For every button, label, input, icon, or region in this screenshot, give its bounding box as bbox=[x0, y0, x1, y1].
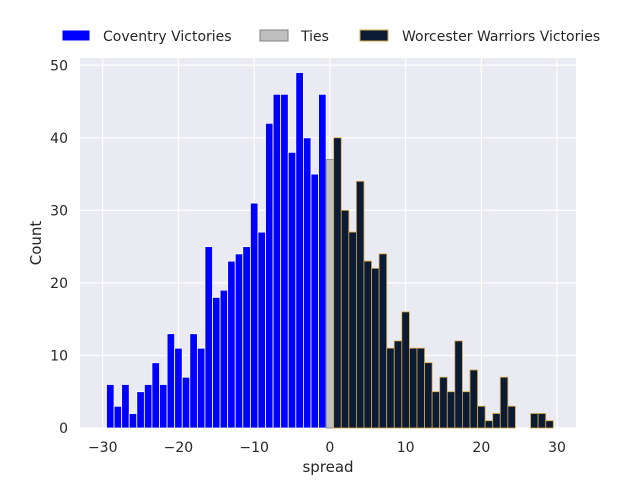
bar-worcester bbox=[416, 347, 425, 429]
legend-swatch-coventry bbox=[61, 29, 91, 42]
y-tick-label: 10 bbox=[50, 348, 68, 364]
bar-coventry bbox=[234, 253, 244, 429]
bar-coventry bbox=[272, 93, 282, 429]
bar-worcester bbox=[378, 253, 388, 429]
bar-worcester bbox=[340, 209, 350, 429]
bar-worcester bbox=[386, 347, 395, 429]
bar-worcester bbox=[492, 413, 501, 429]
bar-coventry bbox=[113, 405, 123, 429]
y-tick-label: 50 bbox=[50, 58, 68, 74]
bar-worcester bbox=[409, 347, 418, 429]
bar-worcester bbox=[499, 376, 509, 429]
bar-coventry bbox=[295, 72, 304, 429]
bar-worcester bbox=[333, 137, 342, 429]
bar-coventry bbox=[280, 93, 289, 429]
bar-coventry bbox=[219, 289, 229, 429]
bar-coventry bbox=[287, 151, 297, 429]
bar-coventry bbox=[302, 137, 312, 429]
bar-worcester bbox=[439, 376, 448, 429]
bar-coventry bbox=[318, 93, 327, 429]
bar-worcester bbox=[348, 231, 357, 429]
bar-worcester bbox=[537, 413, 547, 429]
bar-coventry bbox=[128, 413, 138, 429]
bar-coventry bbox=[106, 384, 115, 429]
bar-worcester bbox=[424, 362, 433, 429]
y-tick-label: 40 bbox=[50, 131, 68, 147]
bar-worcester bbox=[431, 391, 441, 429]
bar-coventry bbox=[310, 173, 319, 429]
bar-worcester bbox=[469, 369, 478, 429]
bar-coventry bbox=[212, 297, 221, 429]
bar-coventry bbox=[242, 246, 251, 429]
x-tick-label: −10 bbox=[239, 440, 269, 456]
bar-worcester bbox=[454, 340, 463, 429]
bar-coventry bbox=[121, 384, 130, 429]
legend: Coventry Victories Ties Worcester Warrio… bbox=[61, 29, 600, 45]
bar-worcester bbox=[446, 391, 456, 429]
legend-label-coventry: Coventry Victories bbox=[103, 29, 232, 45]
bar-worcester bbox=[371, 267, 380, 429]
bar-coventry bbox=[249, 202, 259, 429]
x-tick-label: 30 bbox=[548, 440, 566, 456]
bar-coventry bbox=[159, 384, 168, 429]
legend-swatch-worcester bbox=[359, 29, 389, 42]
x-tick-label: −20 bbox=[164, 440, 194, 456]
x-tick-label: 0 bbox=[325, 440, 334, 456]
y-tick-label: 0 bbox=[59, 421, 68, 437]
bar-coventry bbox=[143, 384, 153, 429]
bar-coventry bbox=[227, 260, 236, 429]
legend-swatch-ties bbox=[259, 29, 289, 42]
y-tick-label: 20 bbox=[50, 276, 68, 292]
bar-coventry bbox=[181, 376, 191, 429]
bars-group bbox=[106, 72, 554, 429]
bar-coventry bbox=[136, 391, 145, 429]
bar-worcester bbox=[363, 260, 372, 429]
bar-coventry bbox=[196, 347, 206, 429]
bar-ties bbox=[325, 159, 335, 429]
bar-worcester bbox=[545, 420, 554, 429]
x-tick-label: −30 bbox=[88, 440, 118, 456]
x-tick-labels: −30 −20 −10 0 10 20 30 bbox=[88, 440, 566, 456]
bar-worcester bbox=[507, 405, 516, 429]
bar-worcester bbox=[530, 413, 539, 429]
bar-worcester bbox=[477, 405, 486, 429]
bar-worcester bbox=[401, 311, 410, 429]
y-tick-label: 30 bbox=[50, 203, 68, 219]
bar-coventry bbox=[166, 333, 176, 429]
x-axis-label: spread bbox=[302, 458, 353, 476]
bar-coventry bbox=[151, 362, 160, 429]
bar-coventry bbox=[189, 333, 198, 429]
x-tick-label: 20 bbox=[472, 440, 490, 456]
x-tick-label: 10 bbox=[397, 440, 415, 456]
bar-coventry bbox=[257, 231, 266, 429]
legend-label-ties: Ties bbox=[300, 29, 329, 45]
y-axis-label: Count bbox=[27, 221, 45, 266]
y-tick-labels: 0 10 20 30 40 50 bbox=[50, 58, 68, 437]
bar-worcester bbox=[355, 180, 365, 429]
bar-worcester bbox=[484, 420, 494, 429]
bar-worcester bbox=[393, 340, 403, 429]
legend-label-worcester: Worcester Warriors Victories bbox=[402, 29, 600, 45]
bar-coventry bbox=[174, 347, 183, 429]
bar-worcester bbox=[462, 391, 471, 429]
bar-coventry bbox=[204, 246, 213, 429]
bar-coventry bbox=[265, 122, 274, 429]
